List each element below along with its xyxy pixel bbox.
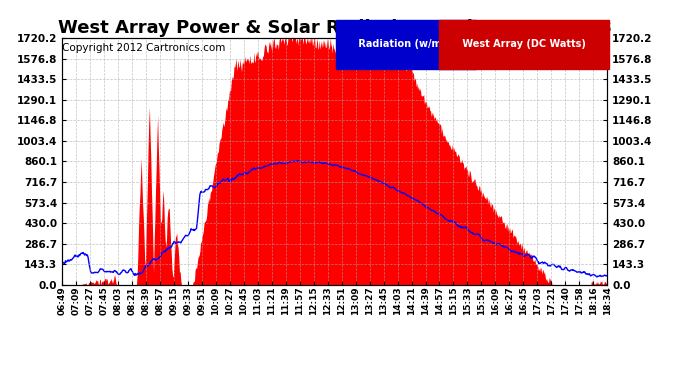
Text: Radiation (w/m2): Radiation (w/m2) bbox=[355, 39, 457, 50]
Text: West Array (DC Watts): West Array (DC Watts) bbox=[459, 39, 589, 50]
Title: West Array Power & Solar Radiation Wed Sep 26 18:43: West Array Power & Solar Radiation Wed S… bbox=[58, 20, 611, 38]
Text: Copyright 2012 Cartronics.com: Copyright 2012 Cartronics.com bbox=[62, 43, 226, 52]
